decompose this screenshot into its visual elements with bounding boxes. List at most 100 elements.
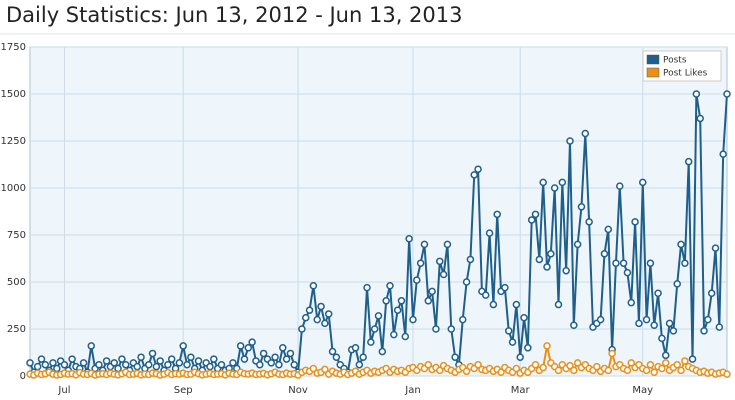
point <box>627 359 636 367</box>
point <box>175 359 184 367</box>
point <box>187 353 195 361</box>
point <box>562 266 570 275</box>
point <box>661 351 670 360</box>
point <box>282 355 291 363</box>
point <box>439 270 448 279</box>
y-tick-label: 1000 <box>1 183 26 194</box>
point <box>684 157 693 166</box>
point <box>516 353 524 361</box>
point <box>256 360 264 369</box>
point <box>102 357 111 365</box>
point <box>359 353 367 361</box>
point <box>501 283 509 292</box>
point <box>723 370 731 378</box>
point <box>87 342 96 350</box>
chart-title: Daily Statistics: Jun 13, 2012 - Jun 13,… <box>6 3 463 27</box>
point <box>378 347 387 356</box>
point <box>49 359 57 367</box>
point <box>279 344 287 352</box>
y-tick-label: 250 <box>7 324 26 335</box>
point <box>673 360 681 369</box>
point <box>305 306 314 314</box>
point <box>167 355 176 363</box>
point <box>443 240 452 249</box>
point <box>374 312 383 320</box>
point <box>677 240 685 249</box>
point <box>451 353 459 361</box>
point <box>573 359 582 367</box>
point <box>520 313 528 322</box>
point <box>550 184 559 192</box>
point <box>240 355 249 363</box>
point <box>41 360 50 369</box>
point <box>390 330 398 339</box>
point <box>650 321 658 329</box>
point <box>539 178 547 187</box>
point <box>627 298 636 307</box>
point <box>466 255 475 264</box>
point <box>608 349 616 358</box>
point <box>723 90 731 98</box>
point <box>156 357 164 365</box>
point <box>531 210 540 219</box>
point <box>635 319 643 328</box>
point <box>206 362 214 371</box>
point <box>638 178 647 187</box>
point <box>677 366 685 375</box>
point <box>470 171 478 179</box>
point <box>527 216 536 224</box>
point <box>673 280 681 288</box>
point <box>600 250 609 258</box>
point <box>405 235 413 243</box>
point <box>593 362 601 371</box>
point <box>183 360 191 369</box>
point <box>60 360 69 369</box>
point <box>485 229 494 237</box>
legend-swatch <box>646 67 660 78</box>
point <box>665 319 674 328</box>
point <box>658 364 666 373</box>
plot-area <box>29 46 728 377</box>
point <box>110 359 119 367</box>
point <box>367 338 375 346</box>
point <box>692 90 701 98</box>
point <box>26 359 34 367</box>
point <box>681 259 689 267</box>
point <box>719 150 727 158</box>
point <box>547 250 555 258</box>
point <box>259 349 268 358</box>
point <box>328 347 337 356</box>
point <box>604 366 613 375</box>
point <box>401 332 410 341</box>
legend-label: Posts <box>663 56 687 66</box>
point <box>497 368 505 376</box>
point <box>504 327 513 335</box>
point <box>669 327 678 335</box>
point <box>148 349 157 358</box>
point <box>612 259 620 267</box>
x-tick-label: Nov <box>288 385 308 396</box>
point <box>481 291 490 299</box>
point <box>623 366 632 375</box>
point <box>707 289 716 298</box>
point <box>619 259 628 267</box>
point <box>137 353 145 361</box>
point <box>688 355 697 363</box>
point <box>535 255 544 264</box>
point <box>436 366 444 375</box>
point <box>244 344 253 352</box>
point <box>424 297 433 305</box>
point <box>393 306 402 314</box>
point <box>397 297 406 305</box>
point <box>661 359 670 367</box>
point <box>236 342 245 350</box>
point <box>623 268 632 277</box>
point <box>459 315 467 324</box>
point <box>700 327 708 335</box>
point <box>581 129 590 138</box>
point <box>286 349 295 358</box>
point <box>570 366 578 375</box>
point <box>654 289 662 298</box>
point <box>355 360 364 369</box>
